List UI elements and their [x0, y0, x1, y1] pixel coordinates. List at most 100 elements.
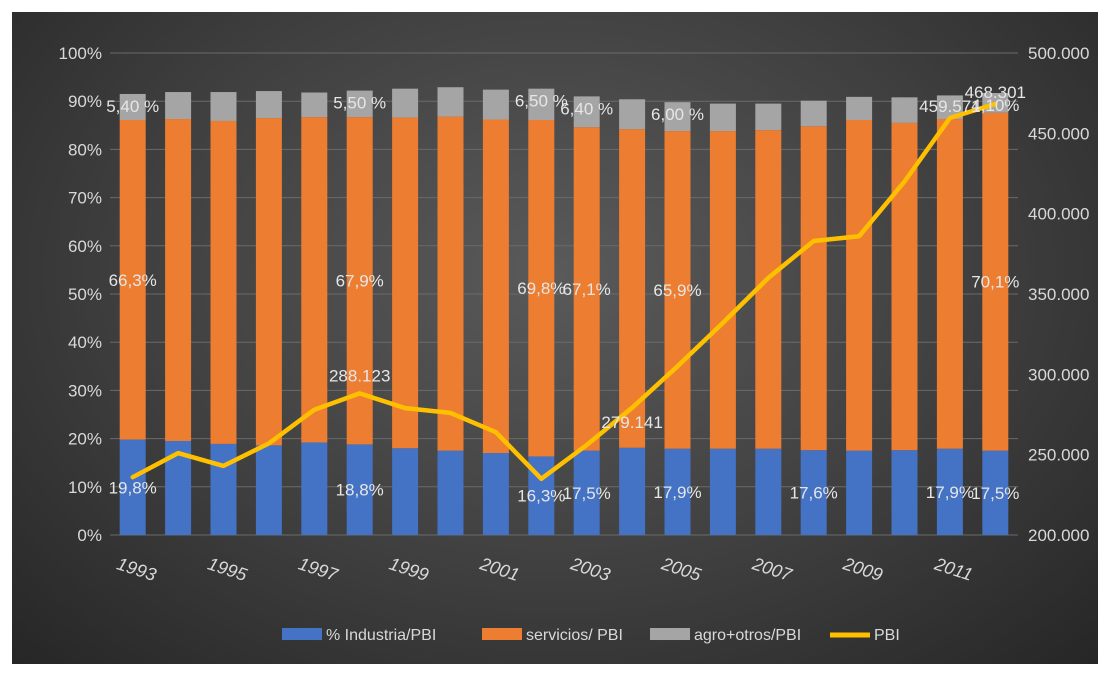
- pbi-line-layer: [130, 101, 998, 482]
- y-right-tick-label: 250.000: [1028, 446, 1089, 465]
- x-tick-label: 1995: [205, 554, 250, 586]
- servicios-bar-segment: [982, 112, 1009, 451]
- data-label: 4,10%: [971, 96, 1019, 115]
- data-label: 459.571: [919, 97, 980, 116]
- industria-bar-segment: [301, 442, 328, 535]
- agro-bar-segment: [165, 92, 192, 120]
- y-left-tick-label: 20%: [68, 430, 102, 449]
- legend-label: % Industria/PBI: [326, 627, 436, 644]
- data-label: 5,50 %: [333, 94, 386, 113]
- legend-swatch: [650, 628, 690, 640]
- data-label: 67,9%: [336, 272, 384, 291]
- y-right-tick-label: 400.000: [1028, 205, 1089, 224]
- industria-bar-segment: [346, 444, 373, 535]
- data-label: 288.123: [329, 366, 390, 385]
- agro-bar-segment: [573, 96, 600, 128]
- servicios-bar-segment: [709, 131, 736, 449]
- agro-bar-segment: [119, 93, 146, 120]
- y-left-tick-label: 40%: [68, 333, 102, 352]
- legend-label: PBI: [874, 627, 900, 644]
- x-tick-label: 1993: [114, 554, 158, 585]
- servicios-bar-segment: [664, 131, 691, 449]
- agro-bar-segment: [800, 100, 827, 127]
- y-left-tick-label: 0%: [77, 526, 102, 545]
- agro-bar-segment: [755, 103, 782, 131]
- y-left-tick-label: 50%: [68, 285, 102, 304]
- data-label: 468.301: [965, 83, 1026, 102]
- data-label: 17,5%: [971, 484, 1019, 503]
- industria-bar-segment: [392, 448, 419, 535]
- y-right-tick-label: 200.000: [1028, 526, 1089, 545]
- y-left-tick-label: 90%: [68, 92, 102, 111]
- y-right-tick-label: 350.000: [1028, 285, 1089, 304]
- servicios-bar-segment: [528, 119, 555, 457]
- agro-bar-segment: [255, 91, 282, 119]
- agro-bar-segment: [346, 90, 373, 118]
- industria-bar-segment: [891, 450, 918, 535]
- servicios-bar-segment: [346, 117, 373, 445]
- y-left-tick-label: 70%: [68, 189, 102, 208]
- x-tick-label: 2011: [931, 553, 975, 584]
- legend-swatch: [482, 628, 522, 640]
- agro-bar-segment: [936, 95, 963, 120]
- agro-bar-segment: [528, 88, 555, 120]
- data-label: 6,50 %: [515, 92, 568, 111]
- y-right-tick-label: 300.000: [1028, 365, 1089, 384]
- servicios-bar-segment: [936, 119, 963, 449]
- legend: % Industria/PBI servicios/ PBI agro+otros/…: [282, 627, 900, 644]
- stacked-bar-line-chart: 19,8% 18,8% 16,3%17,5% 17,9% 17,6% 17,9%17,5%…: [59, 44, 1090, 644]
- industria-bar-segment: [119, 439, 146, 535]
- servicios-bar-segment: [165, 119, 192, 442]
- agro-bar-segment: [619, 99, 646, 130]
- y-left-tick-label: 60%: [68, 237, 102, 256]
- data-label: 18,8%: [336, 481, 384, 500]
- data-label: 66,3%: [109, 271, 157, 290]
- industria-bar-segment: [482, 453, 509, 535]
- servicios-bar-segment: [619, 129, 646, 448]
- legend-label: agro+otros/PBI: [694, 627, 801, 644]
- y-right-tick-label: 450.000: [1028, 124, 1089, 143]
- x-tick-label: 2001: [477, 553, 522, 585]
- agro-bar-segment: [482, 89, 509, 120]
- x-tick-label: 2009: [840, 553, 885, 585]
- servicios-bar-segment: [482, 119, 509, 454]
- servicios-bar-segment: [800, 126, 827, 451]
- industria-bar-segment: [982, 450, 1009, 535]
- industria-bar-segment: [437, 450, 464, 535]
- servicios-bar-segment: [846, 119, 873, 451]
- servicios-bar-segment: [573, 127, 600, 451]
- data-label: 65,9%: [653, 281, 701, 300]
- data-label: 17,6%: [790, 484, 838, 503]
- y-left-tick-label: 10%: [68, 478, 102, 497]
- y-left-tick-label: 30%: [68, 381, 102, 400]
- bars: [119, 87, 1009, 535]
- data-label: 67,1%: [563, 280, 611, 299]
- data-label: 17,9%: [653, 483, 701, 502]
- x-tick-label: 2007: [749, 553, 795, 585]
- industria-bar-segment: [846, 450, 873, 535]
- servicios-bar-segment: [255, 118, 282, 446]
- servicios-bar-segment: [891, 122, 918, 451]
- agro-bar-segment: [709, 103, 736, 132]
- servicios-bar-segment: [437, 116, 464, 451]
- data-label: 19,8%: [109, 478, 157, 497]
- x-tick-label: 2003: [567, 553, 612, 585]
- industria-bar-segment: [210, 443, 237, 535]
- agro-bar-segment: [664, 102, 691, 132]
- y-left-tick-label: 100%: [59, 44, 102, 63]
- industria-bar-segment: [709, 448, 736, 535]
- pbi-line: [130, 101, 998, 482]
- industria-bar-segment: [755, 448, 782, 535]
- industria-bar-segment: [619, 447, 646, 535]
- x-tick-label: 1999: [387, 554, 431, 585]
- agro-bar-segment: [392, 88, 419, 118]
- agro-bar-segment: [846, 96, 873, 120]
- agro-bar-segment: [437, 87, 464, 117]
- y-right-tick-label: 500.000: [1028, 44, 1089, 63]
- agro-bar-segment: [210, 92, 237, 121]
- servicios-bar-segment: [301, 117, 328, 443]
- legend-label: servicios/ PBI: [526, 627, 623, 644]
- agro-bar-segment: [891, 97, 918, 123]
- x-tick-label: 2005: [658, 553, 704, 585]
- y-left-tick-label: 80%: [68, 140, 102, 159]
